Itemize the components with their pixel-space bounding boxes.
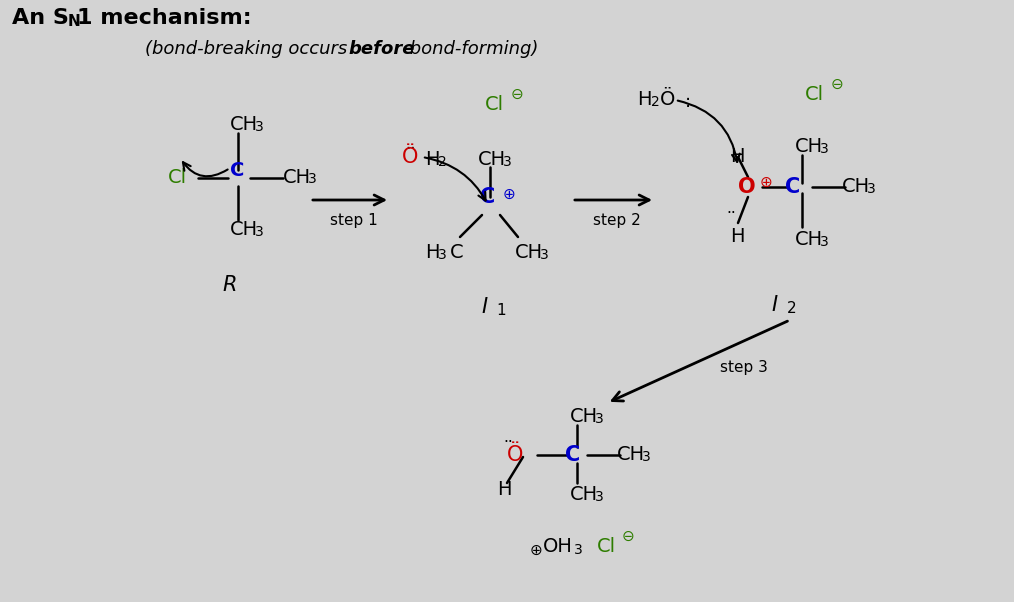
Text: An S: An S — [12, 8, 69, 28]
Text: 3: 3 — [438, 248, 447, 262]
Text: 3: 3 — [595, 412, 603, 426]
Text: R: R — [223, 275, 237, 295]
Text: ..: .. — [405, 135, 416, 153]
Text: Ö: Ö — [507, 445, 523, 465]
Text: O: O — [738, 177, 755, 197]
Text: H: H — [730, 227, 744, 246]
Text: Cl: Cl — [485, 95, 504, 114]
Text: 3: 3 — [642, 450, 651, 464]
Text: 3: 3 — [574, 543, 583, 557]
Text: 3: 3 — [503, 155, 512, 169]
Text: :: : — [685, 93, 692, 111]
Text: 3: 3 — [255, 120, 264, 134]
Text: CH: CH — [230, 115, 259, 134]
Text: ⊕: ⊕ — [760, 175, 773, 190]
Text: N: N — [68, 14, 81, 29]
Text: 3: 3 — [595, 490, 603, 504]
Text: C: C — [565, 445, 580, 465]
Text: 2: 2 — [787, 301, 797, 316]
Text: ..: .. — [726, 201, 736, 216]
Text: CH: CH — [230, 220, 259, 239]
Text: CH: CH — [478, 150, 506, 169]
Text: 3: 3 — [255, 225, 264, 239]
Text: H: H — [730, 147, 744, 166]
Text: C: C — [480, 187, 495, 207]
Text: ⊖: ⊖ — [831, 77, 844, 92]
Text: 2: 2 — [438, 155, 447, 169]
Text: Cl: Cl — [597, 537, 617, 556]
Text: H: H — [497, 480, 511, 499]
Text: ..: .. — [503, 430, 513, 445]
Text: step 1: step 1 — [330, 213, 378, 228]
Text: 3: 3 — [820, 235, 828, 249]
Text: C: C — [785, 177, 800, 197]
Text: CH: CH — [515, 243, 544, 262]
Text: H: H — [637, 90, 652, 109]
Text: CH: CH — [570, 485, 598, 504]
Text: Ö: Ö — [660, 90, 675, 109]
Text: 3: 3 — [540, 248, 549, 262]
Text: bond-forming): bond-forming) — [404, 40, 538, 58]
Text: ⊖: ⊖ — [622, 529, 635, 544]
Text: Cl: Cl — [805, 85, 824, 104]
Text: 2: 2 — [651, 95, 660, 109]
Text: CH: CH — [795, 137, 823, 156]
Text: CH: CH — [617, 445, 645, 464]
Text: CH: CH — [842, 177, 870, 196]
Text: 3: 3 — [820, 142, 828, 156]
Text: ⊕: ⊕ — [503, 187, 516, 202]
Text: C: C — [230, 161, 244, 179]
Text: ⊕: ⊕ — [530, 543, 542, 558]
Text: H: H — [425, 243, 439, 262]
Text: Cl: Cl — [168, 168, 188, 187]
Text: CH: CH — [283, 168, 311, 187]
Text: H: H — [425, 150, 439, 169]
Text: step 2: step 2 — [593, 213, 641, 228]
Text: OH: OH — [544, 537, 573, 556]
Text: step 3: step 3 — [720, 360, 768, 375]
Text: I: I — [481, 297, 487, 317]
Text: CH: CH — [795, 230, 823, 249]
Text: 3: 3 — [867, 182, 876, 196]
Text: CH: CH — [570, 407, 598, 426]
Text: I: I — [772, 295, 778, 315]
Text: Ö: Ö — [402, 147, 419, 167]
Text: (bond-breaking occurs: (bond-breaking occurs — [145, 40, 353, 58]
Text: 3: 3 — [308, 172, 316, 186]
Text: ⊖: ⊖ — [511, 87, 524, 102]
Text: before: before — [348, 40, 415, 58]
Text: 1: 1 — [496, 303, 506, 318]
Text: C: C — [450, 243, 463, 262]
Text: 1 mechanism:: 1 mechanism: — [77, 8, 251, 28]
